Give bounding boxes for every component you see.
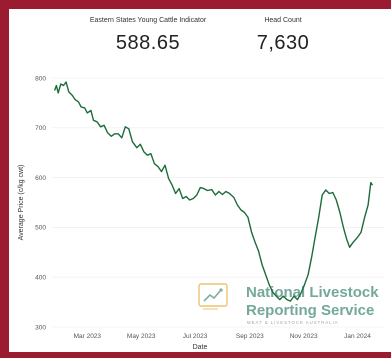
kpi-head-count: Head Count 7,630: [233, 17, 333, 55]
x-axis-ticks: Mar 2023 May 2023 Jul 2023 Sep 2023 Nov 2023…: [74, 333, 372, 340]
watermark-line-3: MEAT & LIVESTOCK AUSTRALIA: [247, 320, 339, 325]
y-tick-label: 300: [35, 324, 46, 331]
y-tick-label: 700: [35, 125, 46, 132]
y-axis-ticks: 300 400 500 600 700 800: [35, 75, 46, 331]
watermark-line-1: National Livestock: [246, 284, 379, 301]
kpi-eyci-label: Eastern States Young Cattle Indicator: [89, 17, 207, 24]
x-tick-label: Jul 2023: [183, 333, 208, 340]
kpi-head-count-label: Head Count: [264, 17, 302, 24]
y-tick-label: 500: [35, 225, 46, 232]
nlrs-logo-icon: [198, 283, 228, 310]
y-tick-label: 800: [35, 75, 46, 82]
nlrs-watermark: National Livestock Reporting Service MEA…: [198, 283, 379, 325]
x-tick-label: Nov 2023: [290, 333, 318, 340]
kpi-head-count-value: 7,630: [256, 32, 310, 54]
x-tick-label: Sep 2023: [236, 333, 264, 340]
x-axis-title: Date: [193, 344, 208, 351]
series-line: [53, 81, 374, 302]
grid-layer: [52, 77, 384, 328]
y-tick-label: 400: [35, 275, 46, 282]
x-tick-label: Mar 2023: [74, 333, 102, 340]
x-tick-label: May 2023: [127, 333, 156, 340]
y-axis-title: Average Price (c/kg cwt): [18, 165, 25, 241]
watermark-line-2: Reporting Service: [246, 302, 374, 319]
y-tick-label: 600: [35, 175, 46, 182]
x-tick-label: Jan 2024: [344, 333, 371, 340]
kpi-eyci-value: 588.65: [115, 32, 181, 54]
kpi-eyci: Eastern States Young Cattle Indicator 58…: [68, 17, 228, 55]
